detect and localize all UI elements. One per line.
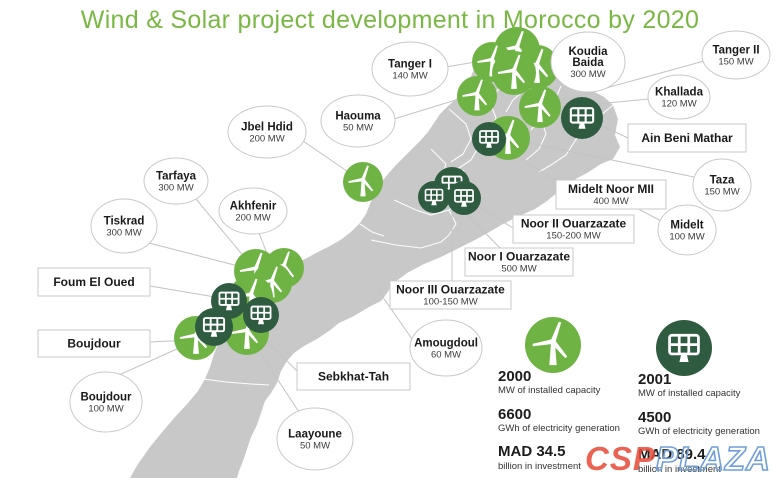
project-name: Noor II Ouarzazate [521, 217, 627, 231]
project-name: Foum El Oued [53, 275, 134, 289]
project-capacity: 400 MW [593, 196, 628, 207]
project-capacity: 500 MW [501, 264, 536, 275]
project-name: Amougdoul [414, 338, 478, 350]
wind-turbine-map-icon [343, 162, 383, 202]
project-capacity: 200 MW [249, 134, 284, 145]
solar-legend-stats: 2001 MW of installed capacity 4500 GWh o… [638, 371, 778, 484]
project-name: Tanger I [388, 59, 432, 71]
project-name: Laayoune [288, 429, 342, 441]
project-name: Noor III Ouarzazate [396, 283, 505, 297]
project-capacity: 300 MW [570, 69, 605, 80]
project-capacity: 150 MW [704, 187, 739, 198]
wind-installed-capacity: 2000 MW of installed capacity [498, 368, 601, 397]
project-name: Koudia Baida [569, 46, 609, 69]
project-name: Tanger II [712, 45, 759, 57]
project-capacity: 100-150 MW [423, 297, 477, 308]
project-name: Boujdour [80, 392, 132, 404]
solar-panel-map-icon [561, 97, 603, 139]
project-name: Boujdour [67, 337, 121, 351]
project-capacity: 100 MW [88, 404, 123, 415]
project-name: Noor I Ouarzazate [468, 250, 570, 264]
page-title: Wind & Solar project development in Moro… [80, 6, 700, 34]
project-name: Khallada [655, 87, 704, 99]
solar-investment: MAD 89.4 billion in investment [638, 446, 721, 475]
project-label-boujdour: Boujdour [37, 329, 151, 358]
project-capacity: 150 MW [718, 57, 753, 68]
project-capacity: 300 MW [158, 183, 193, 194]
wind-turbine-map-icon [457, 76, 497, 116]
connector-line [551, 60, 705, 104]
project-name: Midelt [670, 220, 703, 232]
project-capacity: 140 MW [392, 71, 427, 82]
project-capacity: 50 MW [343, 123, 373, 134]
project-capacity: 50 MW [300, 441, 330, 452]
project-label-sebkhat-tah: Sebkhat-Tah [296, 362, 411, 391]
connector-line [148, 242, 247, 269]
solar-electricity-generation: 4500 GWh of electricity generation [638, 408, 760, 437]
project-capacity: 100 MW [669, 232, 704, 243]
project-name: Akhfenir [230, 201, 277, 213]
wind-investment: MAD 34.5 billion in investment [498, 443, 581, 472]
project-name: Tiskrad [104, 216, 145, 228]
solar-panel-map-icon [447, 181, 481, 215]
project-name: Midelt Noor MII [568, 182, 654, 196]
wind-electricity-generation: 6600 GWh of electricity generation [498, 405, 620, 434]
wind-legend-stats: 2000 MW of installed capacity 6600 GWh o… [498, 368, 638, 481]
project-label-ain-beni-mathar: Ain Beni Mathar [627, 123, 747, 153]
project-name: Sebkhat-Tah [318, 370, 389, 384]
solar-installed-capacity: 2001 MW of installed capacity [638, 371, 741, 400]
wind-turbine-map-icon [492, 51, 536, 95]
wind-turbine-map-icon [519, 86, 561, 128]
solar-panel-map-icon [472, 122, 506, 156]
project-name: Haouma [335, 111, 381, 123]
project-name: Tarfaya [156, 171, 197, 183]
solar-panel-icon [654, 318, 714, 383]
project-capacity: 200 MW [235, 213, 270, 224]
wind-turbine-icon [523, 315, 583, 380]
solar-panel-map-icon [243, 297, 279, 333]
connector-line [519, 140, 695, 178]
solar-panel-map-icon [418, 181, 450, 213]
project-capacity: 150-200 MW [546, 231, 600, 242]
project-name: Taza [710, 175, 735, 187]
project-label-foum-el-oued: Foum El Oued [37, 267, 151, 297]
project-capacity: 120 MW [661, 99, 696, 110]
solar-panel-map-icon [195, 308, 233, 346]
project-capacity: 60 MW [431, 350, 461, 361]
connector-line [149, 285, 222, 299]
project-name: Jbel Hdid [241, 122, 293, 134]
connector-line [195, 198, 251, 265]
connector-line [377, 289, 413, 340]
project-name: Ain Beni Mathar [641, 131, 733, 145]
project-capacity: 300 MW [106, 228, 141, 239]
